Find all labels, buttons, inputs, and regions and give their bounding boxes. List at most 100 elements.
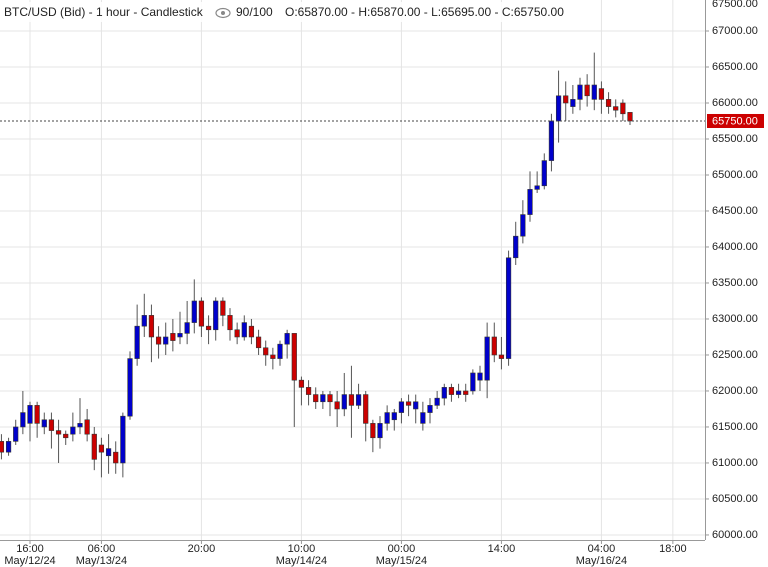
candle-body	[77, 423, 83, 428]
x-tick-label: 00:00	[388, 543, 416, 555]
candle-body	[484, 336, 490, 381]
candle-body	[298, 379, 305, 388]
candle-body	[348, 394, 355, 406]
candle-body	[91, 433, 97, 460]
candle-body	[355, 394, 362, 406]
candle-body	[427, 405, 433, 413]
candle-body	[263, 347, 269, 356]
candle-body	[434, 397, 440, 406]
candle-body	[13, 426, 19, 442]
candle-body	[0, 441, 5, 453]
candle-body	[63, 433, 69, 439]
candle-body	[34, 405, 40, 424]
header-title: BTC/USD (Bid) - 1 hour - Candlestick	[4, 5, 204, 19]
candle-body	[155, 336, 162, 345]
candle-body	[627, 112, 633, 122]
candle-body	[205, 325, 212, 331]
eye-icon[interactable]	[215, 7, 231, 19]
x-tick-label: 10:00	[288, 543, 316, 555]
candle-body	[41, 419, 47, 428]
candle-body	[370, 423, 376, 439]
candle-body	[241, 322, 247, 338]
candle-body	[5, 441, 12, 453]
candle-body	[555, 95, 562, 122]
candle-body	[84, 419, 90, 435]
x-tick-label: 16:00	[16, 543, 44, 555]
candle-body	[184, 322, 190, 334]
y-tick-label: 65500.00	[712, 133, 758, 145]
y-tick-label: 60500.00	[712, 493, 758, 505]
y-tick-label: 61000.00	[712, 457, 758, 469]
candle-body	[198, 300, 205, 327]
candle-body	[598, 88, 605, 100]
candle-body	[398, 401, 405, 413]
candle-body	[405, 401, 412, 406]
candle-body	[234, 329, 240, 338]
candle-body	[584, 84, 590, 97]
candle-body	[284, 333, 290, 345]
candle-body	[127, 358, 133, 417]
candle-body	[548, 120, 555, 161]
candle-body	[48, 419, 55, 431]
axes: 60000.00 60500.00 61000.00 61500.00 62000.00…	[4, 0, 764, 567]
x-tick-label: 04:00	[588, 543, 616, 555]
candle-body	[341, 394, 347, 410]
candle-body	[527, 189, 533, 215]
x-date-label: May/15/24	[376, 555, 427, 567]
candle-body	[177, 333, 183, 338]
candle-body	[27, 405, 33, 424]
candle-body	[327, 394, 333, 403]
candle-body	[491, 336, 497, 356]
candle-body	[277, 343, 283, 359]
y-tick-label: 67500.00	[712, 0, 758, 10]
x-date-label: May/13/24	[76, 555, 127, 567]
y-tick-label: 60000.00	[712, 529, 758, 541]
candle-body	[541, 160, 547, 187]
candle-body	[163, 336, 169, 345]
candle-body	[448, 387, 455, 395]
candle-body	[113, 451, 119, 464]
grid	[0, 0, 705, 540]
x-date-label: May/16/24	[576, 555, 627, 567]
candle-body	[570, 99, 576, 107]
candle-body	[70, 426, 76, 435]
candle-body	[377, 423, 383, 439]
y-tick-label: 66500.00	[712, 61, 758, 73]
candle-body	[620, 102, 626, 115]
x-date-label: May/12/24	[4, 555, 55, 567]
candle-body	[255, 336, 262, 349]
candle-body	[291, 333, 297, 381]
candle-body	[363, 394, 369, 424]
candle-body	[455, 390, 462, 395]
candle-body	[120, 415, 126, 464]
candle-body	[477, 372, 483, 381]
ohlc-readout: O:65870.00 - H:65870.00 - L:65695.00 - C…	[285, 5, 564, 19]
candle-body	[305, 387, 312, 395]
candle-body	[391, 412, 397, 421]
candle-body	[498, 354, 505, 359]
header-bg	[0, 2, 575, 22]
candle-body	[98, 444, 105, 453]
y-tick-label: 64500.00	[712, 205, 758, 217]
candle-body	[148, 315, 155, 338]
candle-body	[20, 412, 26, 428]
last-price-box	[707, 113, 764, 128]
candle-body	[270, 354, 276, 359]
candle-body	[413, 401, 419, 410]
candle-body	[420, 412, 426, 424]
y-tick-label: 63000.00	[712, 313, 758, 325]
y-tick-label: 63500.00	[712, 277, 758, 289]
zoom-level: 90/100	[236, 5, 273, 19]
candle-body	[334, 401, 340, 410]
candle-body	[227, 315, 233, 331]
candle-body	[441, 387, 447, 399]
candle-body	[505, 257, 512, 359]
candle-body	[520, 214, 526, 237]
x-date-label: May/14/24	[276, 555, 327, 567]
y-tick-label: 66000.00	[712, 97, 758, 109]
candle-body	[105, 448, 112, 457]
candle-body	[513, 235, 519, 259]
x-tick-label: 14:00	[488, 543, 516, 555]
y-tick-label: 62000.00	[712, 385, 758, 397]
